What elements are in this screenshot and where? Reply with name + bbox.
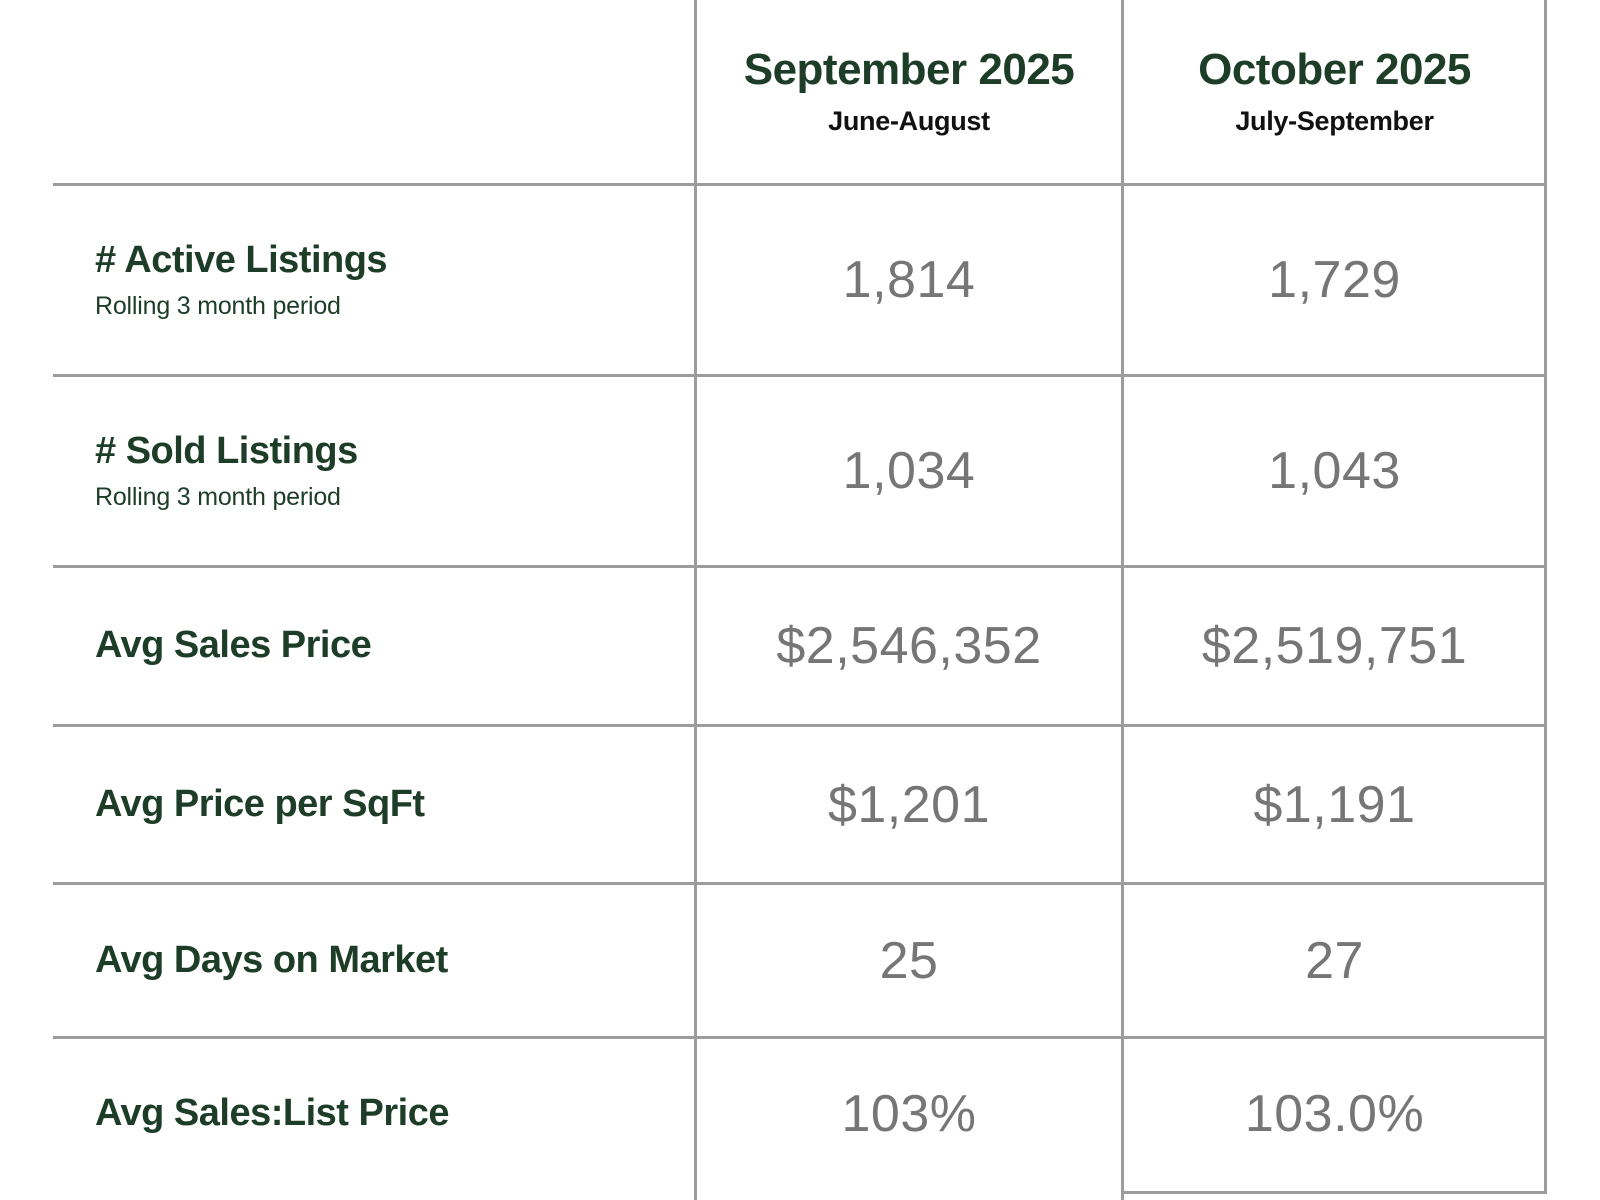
table-row: Avg Days on Market 25 27 — [0, 885, 1600, 1036]
table-row: # Sold Listings Rolling 3 month period 1… — [0, 377, 1600, 565]
value-cell: $1,201 — [827, 775, 991, 834]
row-label-cell: Avg Price per SqFt — [53, 727, 694, 882]
row-label-cell: Avg Sales:List Price — [53, 1039, 694, 1189]
last-cell-bottom-border — [1121, 1191, 1547, 1194]
value-cell: 25 — [879, 931, 939, 990]
row-divider — [53, 1036, 1547, 1039]
row-label-cell: Avg Sales Price — [53, 568, 694, 724]
row-sublabel: Rolling 3 month period — [95, 291, 341, 320]
column-divider — [1121, 0, 1124, 1200]
row-label: # Active Listings — [95, 239, 388, 282]
row-label: # Sold Listings — [95, 430, 358, 473]
table-row: Avg Price per SqFt $1,201 $1,191 — [0, 727, 1600, 882]
value-cell: 1,034 — [842, 442, 976, 500]
column-header-september: September 2025 June-August — [697, 0, 1121, 183]
row-label-cell: Avg Days on Market — [53, 885, 694, 1036]
row-label: Avg Price per SqFt — [95, 782, 425, 825]
value-cell: 103.0% — [1244, 1085, 1425, 1143]
value-cell: 1,729 — [1268, 251, 1401, 309]
row-divider — [53, 882, 1547, 885]
row-sublabel: Rolling 3 month period — [95, 482, 341, 511]
row-divider — [53, 565, 1547, 568]
column-title: September 2025 — [743, 44, 1075, 94]
value-cell: $2,546,352 — [776, 617, 1042, 675]
value-cell: 1,043 — [1268, 442, 1401, 500]
row-label-cell: # Sold Listings Rolling 3 month period — [53, 377, 694, 565]
value-cell: 27 — [1305, 931, 1364, 990]
row-label: Avg Sales Price — [95, 624, 372, 667]
value-cell: $1,191 — [1253, 775, 1416, 834]
table-row: Avg Sales:List Price 103% 103.0% — [0, 1039, 1600, 1189]
row-label: Avg Days on Market — [95, 938, 448, 981]
row-label-cell: # Active Listings Rolling 3 month period — [53, 186, 694, 374]
table-row: Avg Sales Price $2,546,352 $2,519,751 — [0, 568, 1600, 724]
row-divider — [53, 374, 1547, 377]
table-row: # Active Listings Rolling 3 month period… — [0, 186, 1600, 374]
column-divider — [694, 0, 697, 1200]
table-right-border — [1544, 0, 1547, 1194]
column-header-october: October 2025 July-September — [1124, 0, 1545, 183]
row-label: Avg Sales:List Price — [95, 1092, 449, 1135]
row-divider — [53, 724, 1547, 727]
column-subtitle: June-August — [828, 106, 990, 137]
column-title: October 2025 — [1198, 44, 1471, 94]
row-divider — [53, 183, 1547, 186]
value-cell: $2,519,751 — [1201, 617, 1468, 675]
column-subtitle: July-September — [1235, 106, 1434, 137]
value-cell: 103% — [841, 1085, 977, 1143]
value-cell: 1,814 — [842, 251, 976, 309]
